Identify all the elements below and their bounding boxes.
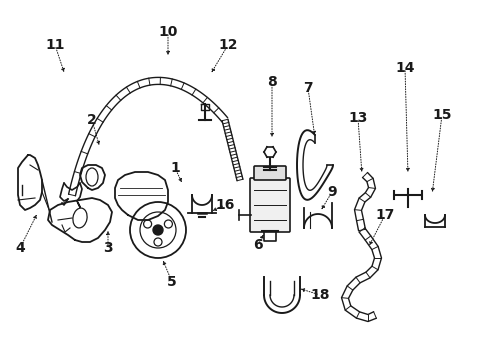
Text: 3: 3 — [103, 241, 113, 255]
Text: 10: 10 — [158, 25, 178, 39]
Text: 13: 13 — [348, 111, 368, 125]
Text: 15: 15 — [432, 108, 452, 122]
FancyBboxPatch shape — [254, 166, 286, 180]
Text: 11: 11 — [45, 38, 65, 52]
Circle shape — [153, 225, 163, 235]
Text: 16: 16 — [215, 198, 235, 212]
Text: 6: 6 — [253, 238, 263, 252]
FancyBboxPatch shape — [250, 178, 290, 232]
Text: 14: 14 — [395, 61, 415, 75]
Text: 17: 17 — [375, 208, 394, 222]
Text: 2: 2 — [87, 113, 97, 127]
Text: 8: 8 — [267, 75, 277, 89]
Text: 7: 7 — [303, 81, 313, 95]
Text: 5: 5 — [167, 275, 177, 289]
Text: 12: 12 — [218, 38, 238, 52]
Text: 9: 9 — [327, 185, 337, 199]
Text: 18: 18 — [310, 288, 330, 302]
Text: 4: 4 — [15, 241, 25, 255]
Text: 1: 1 — [170, 161, 180, 175]
